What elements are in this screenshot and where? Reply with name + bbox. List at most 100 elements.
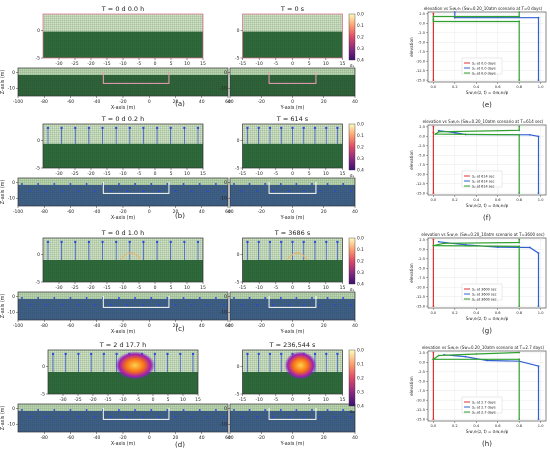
y-tick-label: -7.5 [418, 163, 425, 167]
y-tick-label: -10 [220, 422, 227, 428]
x-axis-label: S₍w,e₎(z, t) = σ₍w,e₎/φ [466, 203, 509, 208]
y-tick-label: -5 [235, 56, 240, 62]
x-tick-label: -30 [55, 171, 62, 177]
y-axis-label: elevation [409, 376, 414, 396]
saturation-plume [284, 351, 317, 380]
profile-title: elevation vs S₍w,e₎ (Sw=0.20_10atm scena… [424, 6, 543, 11]
series-point [434, 133, 437, 135]
panel-title: T = 0 d 0.2 h [101, 115, 144, 123]
series-point [464, 355, 467, 358]
flow-arrow-head [101, 240, 104, 244]
mesh-grid [18, 178, 228, 206]
x-axis-label: X-axis (m) [111, 441, 135, 447]
colorbar-gradient [348, 123, 356, 171]
x-tick-label: -80 [41, 99, 48, 105]
subfigure-label: (g) [482, 327, 492, 335]
series-point [437, 240, 440, 243]
flow-marker [295, 183, 298, 185]
x-tick-label: 0.0 [431, 311, 437, 315]
x-tick-label: 0.6 [495, 311, 501, 315]
flow-marker [190, 304, 193, 306]
panel-b-right: T = 614 s-15 -10 -5 0 5 10 150-5-40 -20 0 20 400-1… [220, 115, 358, 221]
x-tick-label: -100 [13, 323, 23, 329]
flow-arrow-head [313, 126, 317, 130]
top-subplot: -15 -10 -5 0 5 10 15 0 -5 [235, 13, 345, 67]
flow-marker [198, 409, 201, 411]
x-tick-label: 40 [352, 323, 358, 329]
y-tick-label: 2.5 [419, 238, 425, 242]
flow-marker [126, 190, 129, 192]
flow-arrow-head [280, 240, 283, 244]
y-tick-label: -10 [8, 422, 15, 428]
top-subplot: -30 -25 -20 -15 -10 -5 0 5 10 15 0 -5 [36, 123, 206, 177]
flow-arrow-head [291, 240, 294, 244]
series-point [518, 418, 521, 421]
x-tick-label: 0 [148, 435, 151, 441]
x-tick-label: -25 [71, 171, 78, 177]
flow-arrow-head [114, 240, 118, 244]
bottom-subplot: -100 -80 -60 -40 -20 0 20 40 600-10 [8, 177, 231, 215]
x-tick-label: 0 [291, 209, 294, 215]
flow-marker [158, 416, 161, 418]
y-tick-label: -5.0 [418, 41, 426, 45]
x-tick-label: -60 [67, 99, 74, 105]
colorbar-tick-label: 0.3 [357, 390, 364, 396]
x-tick-label: 0.6 [495, 424, 501, 428]
flow-marker [69, 297, 72, 299]
y-tick-label: -2.5 [418, 257, 425, 261]
x-axis-label: X-axis (m) [111, 329, 135, 335]
series-point [537, 79, 540, 82]
flow-marker [21, 183, 23, 185]
flow-marker [350, 304, 352, 306]
flow-marker [233, 297, 235, 299]
colorbar-tick-label: 0.0 [357, 236, 364, 242]
series-point [537, 365, 540, 368]
legend-label: Sₚ at 3600 sec [472, 292, 497, 296]
colorbar-tick-label: 0.1 [357, 23, 364, 29]
flow-marker [53, 183, 56, 185]
flow-arrow-head [246, 352, 249, 356]
flow-arrow-head [155, 126, 159, 130]
y-tick-label: 0 [224, 294, 227, 300]
y-tick-label: -10 [8, 86, 15, 92]
colorbar-symbol: σₑ [350, 174, 355, 179]
x-tick-label: 15 [340, 397, 346, 403]
x-tick-label: 10 [323, 285, 329, 291]
series-line [438, 241, 540, 307]
flow-arrow-head [169, 240, 172, 244]
mesh-grid [43, 14, 203, 58]
legend-label: Sₚ at 2.7 days [472, 410, 496, 414]
mesh-grid [43, 238, 203, 282]
y-tick-label: 0 [37, 252, 40, 258]
x-tick-label: -5 [274, 285, 279, 291]
flow-marker [45, 416, 48, 418]
flow-marker [311, 297, 313, 299]
x-tick-label: -10 [119, 61, 126, 67]
x-tick-label: 10 [184, 171, 190, 177]
flow-marker [182, 183, 185, 185]
x-tick-label: 10 [323, 397, 329, 403]
x-tick-label: 20 [173, 99, 179, 105]
flow-marker [109, 190, 112, 192]
x-tick-label: 0 [291, 323, 294, 329]
y-tick-label: -15.0 [416, 304, 426, 308]
y-tick-label: -7.5 [418, 50, 425, 54]
x-tick-label: 5 [167, 397, 170, 403]
x-tick-label: 15 [200, 171, 206, 177]
flow-marker [21, 409, 23, 411]
flow-marker [37, 297, 40, 299]
series-point [486, 359, 488, 362]
legend-box [461, 57, 503, 75]
flow-marker [350, 190, 352, 192]
legend-label: Sₚ at 0.0 days [472, 66, 496, 70]
flow-marker [93, 304, 96, 306]
flow-marker [109, 416, 112, 418]
flow-arrow-head [169, 126, 172, 130]
colorbar-gradient [348, 13, 356, 61]
x-tick-label: -30 [59, 397, 66, 403]
flow-marker [61, 416, 64, 418]
profile-f: elevation vs S₍w,e₎ (Sw=0.20_10atm scena… [409, 119, 547, 208]
x-tick-label: -25 [71, 285, 78, 291]
x-tick-label: -30 [55, 61, 62, 67]
